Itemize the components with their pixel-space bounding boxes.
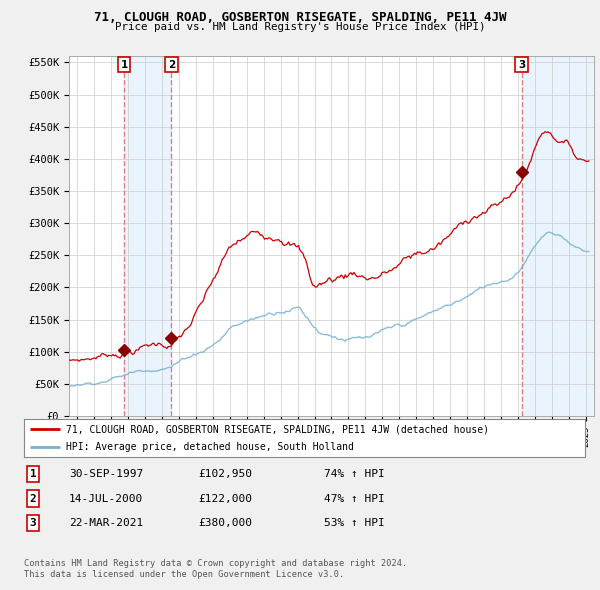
Text: 22-MAR-2021: 22-MAR-2021 <box>69 519 143 528</box>
Text: 2: 2 <box>167 60 175 70</box>
Text: 53% ↑ HPI: 53% ↑ HPI <box>324 519 385 528</box>
Text: 1: 1 <box>121 60 128 70</box>
Text: £380,000: £380,000 <box>198 519 252 528</box>
Text: 47% ↑ HPI: 47% ↑ HPI <box>324 494 385 503</box>
Text: 14-JUL-2000: 14-JUL-2000 <box>69 494 143 503</box>
Text: £102,950: £102,950 <box>198 469 252 478</box>
Text: 2: 2 <box>29 494 37 503</box>
Text: 1: 1 <box>29 469 37 478</box>
Text: This data is licensed under the Open Government Licence v3.0.: This data is licensed under the Open Gov… <box>24 571 344 579</box>
Text: 71, CLOUGH ROAD, GOSBERTON RISEGATE, SPALDING, PE11 4JW: 71, CLOUGH ROAD, GOSBERTON RISEGATE, SPA… <box>94 11 506 24</box>
Bar <box>521 56 594 416</box>
Text: Price paid vs. HM Land Registry's House Price Index (HPI): Price paid vs. HM Land Registry's House … <box>115 22 485 32</box>
Text: 71, CLOUGH ROAD, GOSBERTON RISEGATE, SPALDING, PE11 4JW (detached house): 71, CLOUGH ROAD, GOSBERTON RISEGATE, SPA… <box>66 424 489 434</box>
Text: 74% ↑ HPI: 74% ↑ HPI <box>324 469 385 478</box>
Text: HPI: Average price, detached house, South Holland: HPI: Average price, detached house, Sout… <box>66 442 354 452</box>
Text: Contains HM Land Registry data © Crown copyright and database right 2024.: Contains HM Land Registry data © Crown c… <box>24 559 407 568</box>
Text: 30-SEP-1997: 30-SEP-1997 <box>69 469 143 478</box>
Text: £122,000: £122,000 <box>198 494 252 503</box>
Text: 3: 3 <box>29 519 37 528</box>
Bar <box>124 56 171 416</box>
Text: 3: 3 <box>518 60 525 70</box>
